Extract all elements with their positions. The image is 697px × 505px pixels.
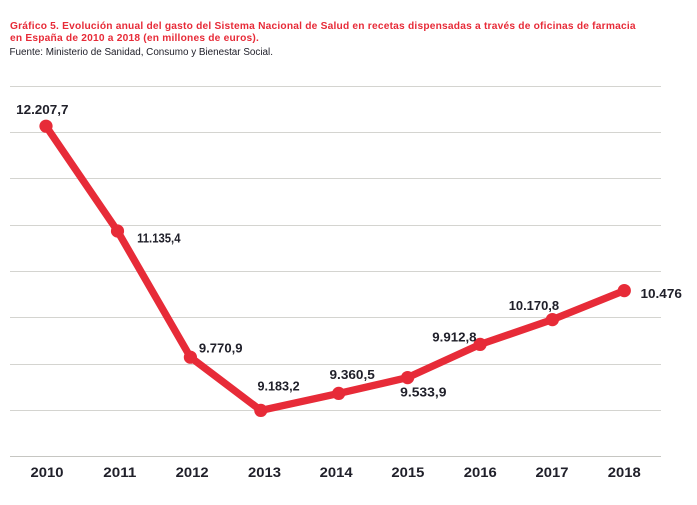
svg-text:2010: 2010 bbox=[31, 464, 64, 480]
svg-text:en España de 2010 a 2018 (en m: en España de 2010 a 2018 (en millones de… bbox=[10, 33, 259, 44]
svg-text:9.183,2: 9.183,2 bbox=[258, 379, 300, 394]
svg-text:2012: 2012 bbox=[176, 464, 209, 480]
svg-text:12.207,7: 12.207,7 bbox=[16, 102, 68, 117]
svg-text:2018: 2018 bbox=[608, 464, 641, 480]
svg-text:10.170,8: 10.170,8 bbox=[509, 298, 559, 313]
svg-text:2011: 2011 bbox=[103, 464, 136, 480]
svg-text:9.770,9: 9.770,9 bbox=[199, 340, 243, 355]
svg-text:2017: 2017 bbox=[536, 464, 569, 480]
svg-text:2015: 2015 bbox=[391, 464, 424, 480]
svg-text:2014: 2014 bbox=[320, 464, 353, 480]
svg-text:9.533,9: 9.533,9 bbox=[400, 385, 446, 400]
svg-text:9.912,8: 9.912,8 bbox=[432, 329, 476, 344]
svg-text:9.360,5: 9.360,5 bbox=[330, 367, 375, 382]
svg-text:2013: 2013 bbox=[248, 464, 281, 480]
svg-text:11.135,4: 11.135,4 bbox=[137, 231, 181, 246]
svg-text:2016: 2016 bbox=[464, 464, 497, 480]
svg-text:Fuente: Ministerio de Sanidad,: Fuente: Ministerio de Sanidad, Consumo y… bbox=[10, 47, 273, 58]
svg-text:Gráfico 5. Evolución anual del: Gráfico 5. Evolución anual del gasto del… bbox=[10, 21, 636, 32]
svg-text:10.476: 10.476 bbox=[641, 286, 682, 301]
